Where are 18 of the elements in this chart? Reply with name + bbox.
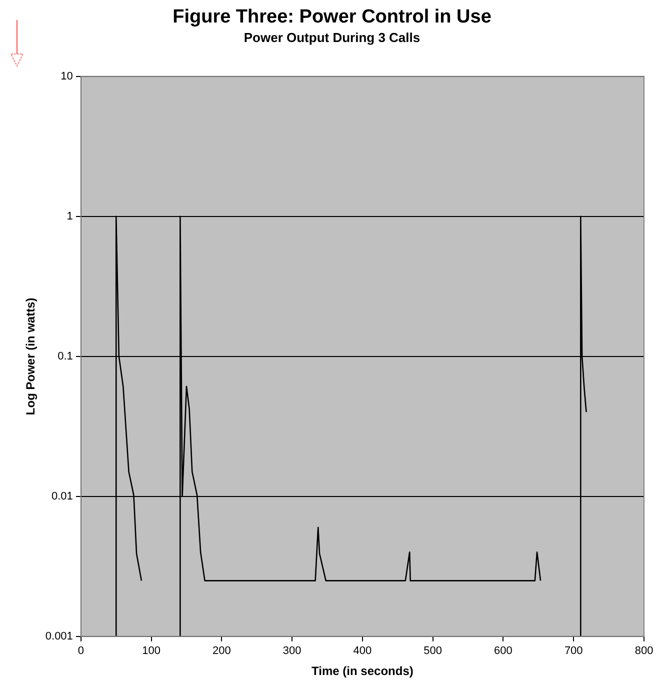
x-tick-label: 600	[494, 645, 512, 658]
x-tick-label: 400	[353, 645, 372, 658]
y-tick-label: 0.1	[58, 350, 73, 362]
x-tick-label: 800	[634, 645, 654, 658]
chart-title: Figure Three: Power Control in Use	[172, 6, 492, 28]
x-tick-label: 100	[142, 645, 160, 658]
x-tick-label: 0	[78, 645, 84, 658]
y-tick-label: 0.001	[45, 630, 73, 642]
x-tick-label: 300	[282, 645, 302, 658]
x-axis-title: Time (in seconds)	[312, 664, 414, 678]
y-tick-label: 10	[60, 70, 73, 82]
y-axis-title: Log Power (in watts)	[24, 298, 38, 416]
x-tick-label: 500	[424, 645, 442, 658]
chart-subtitle: Power Output During 3 Calls	[244, 30, 420, 46]
y-tick-label: 0.01	[52, 490, 73, 502]
x-tick-label: 700	[564, 645, 583, 658]
x-tick-label: 200	[212, 645, 231, 658]
y-tick-label: 1	[66, 210, 73, 222]
